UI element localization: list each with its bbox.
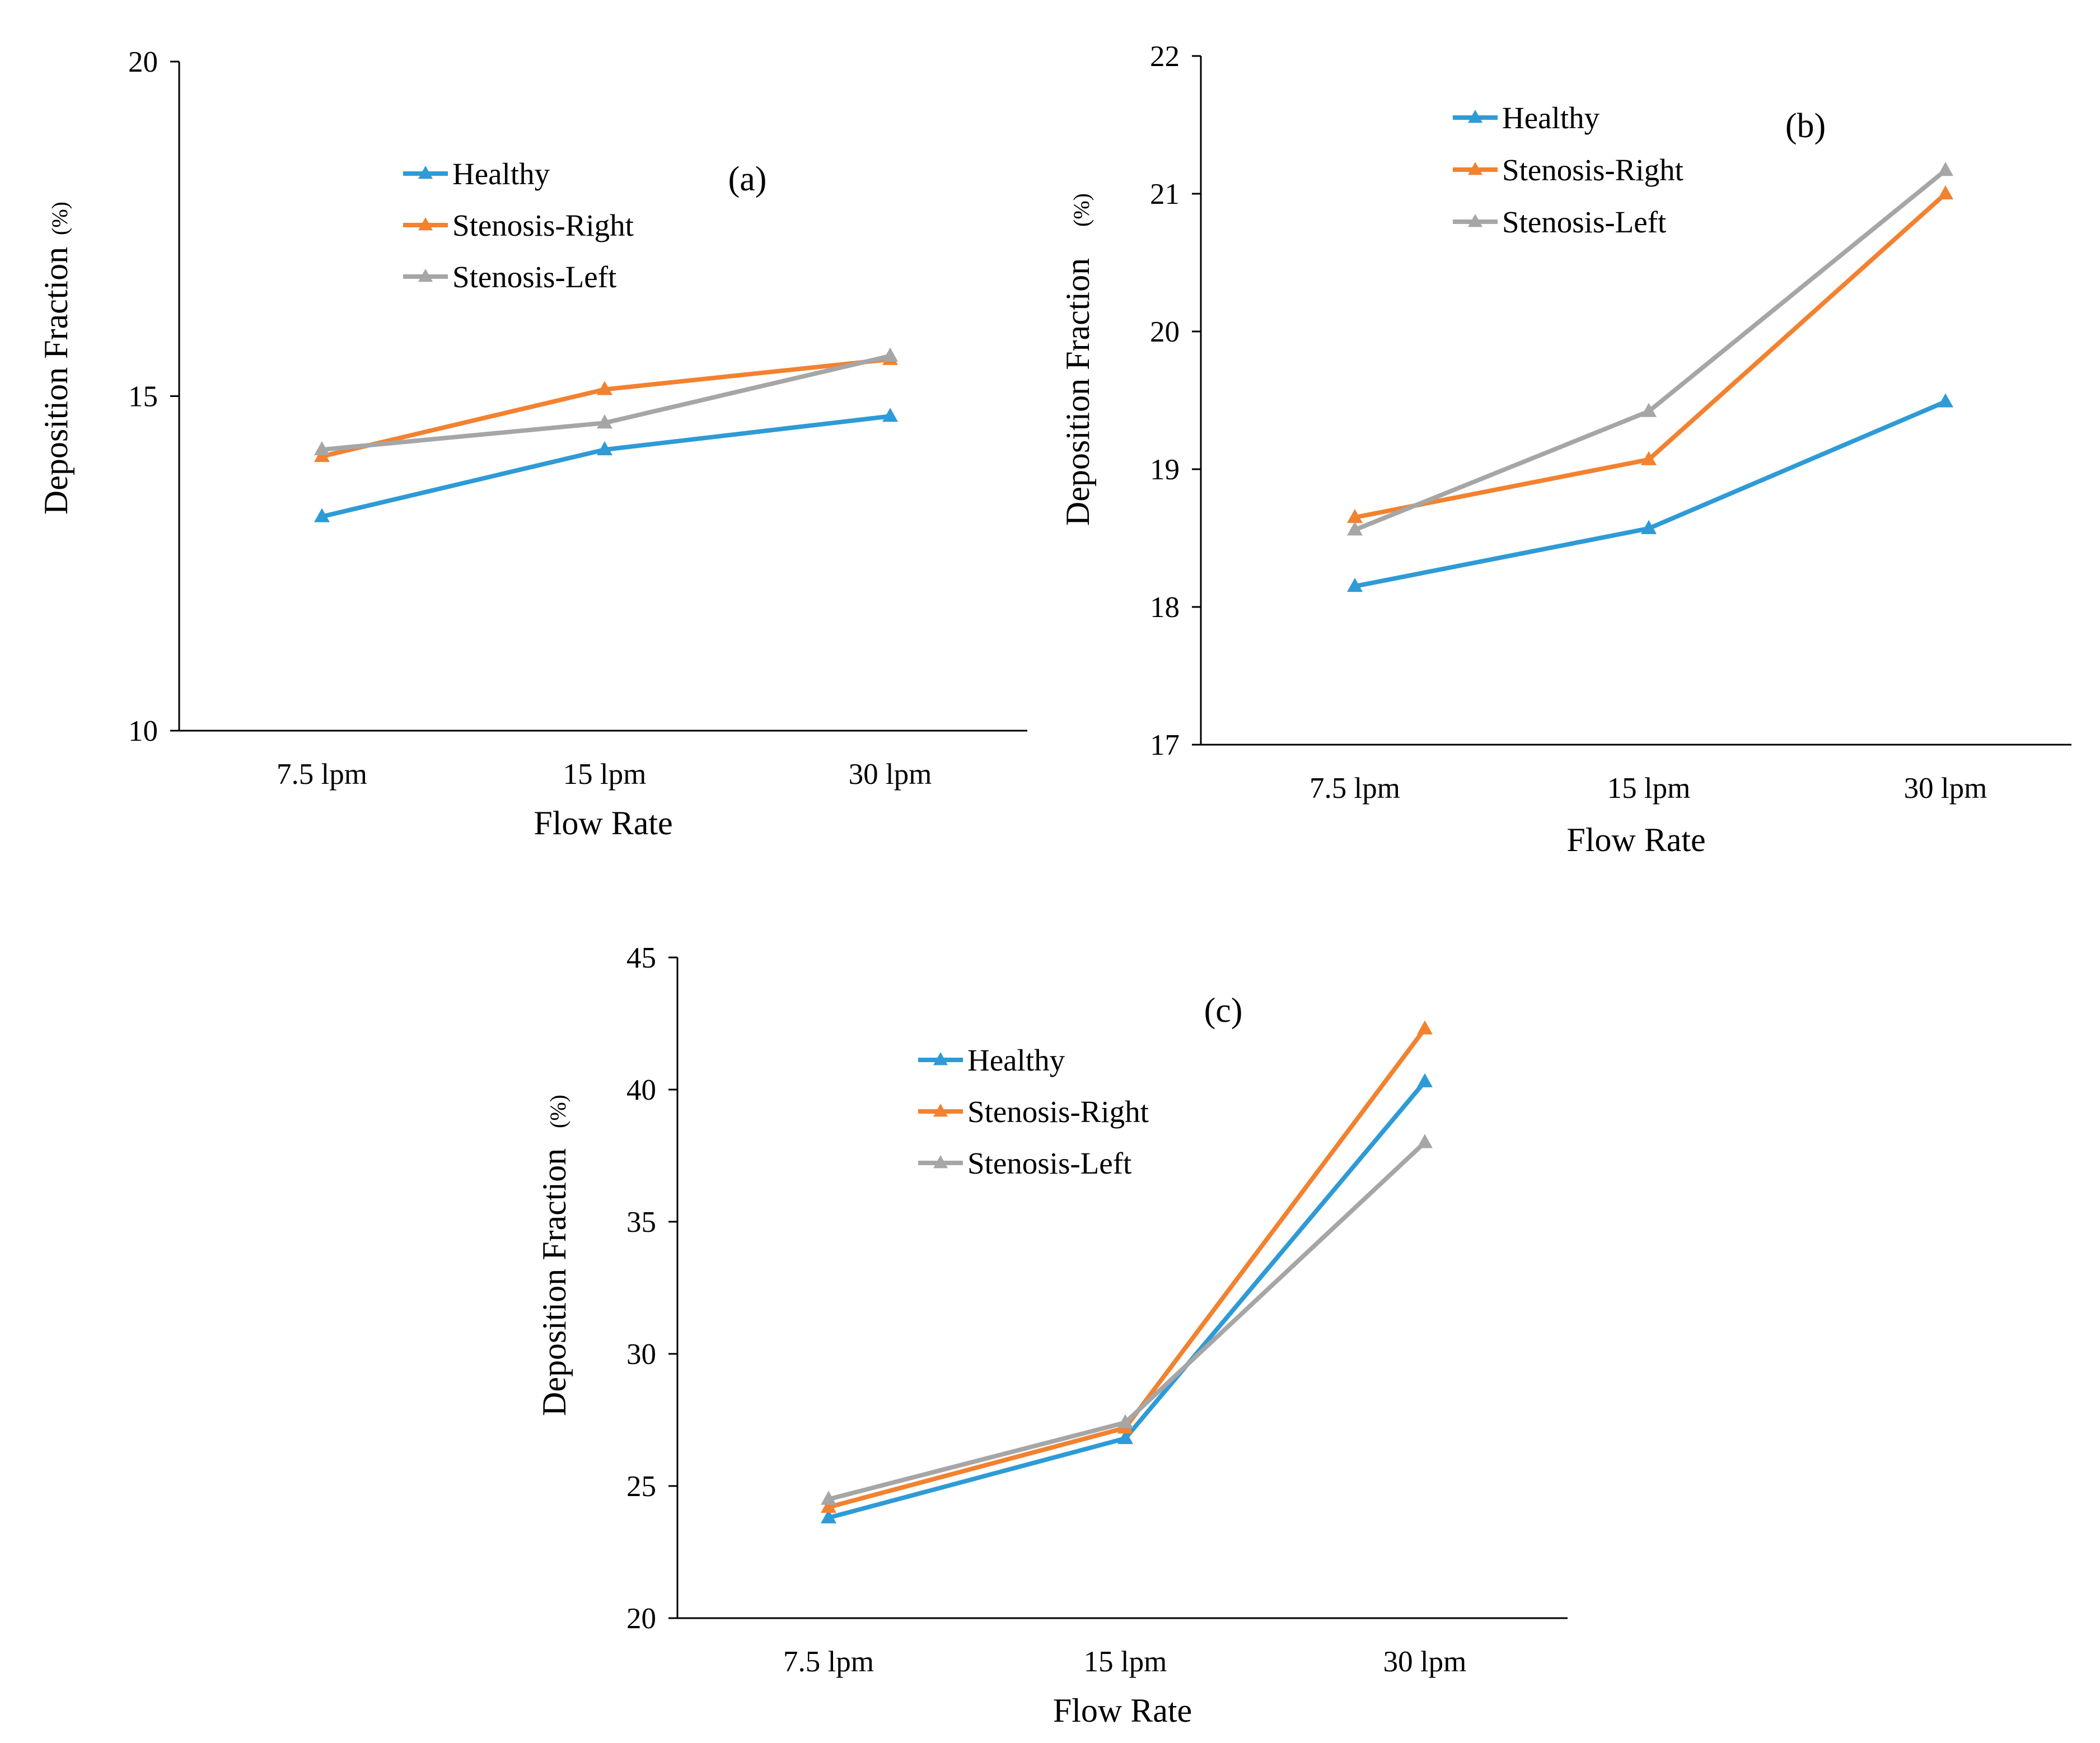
legend-swatch-marker [1468,161,1482,175]
data-point-marker [882,408,898,422]
legend-swatch-marker [1468,213,1482,227]
legend-label: Healthy [452,157,550,191]
legend-swatch-marker [933,1103,948,1117]
legend-swatch-marker [1468,109,1482,123]
chart-panel-a: 10 15 20 7.5 lpm 15 lpm 30 lpm Flow Rate Deposi… [38,46,1027,842]
y-tick-label: 22 [1150,40,1180,73]
legend-label: Stenosis-Right [452,208,634,242]
series-stenosis-left [821,1134,1433,1505]
y-axis-unit: (%) [545,1095,570,1128]
panel-label: (a) [728,160,767,198]
panel-label: (b) [1785,107,1826,145]
legend-swatch-marker [933,1155,948,1169]
data-point-marker [1117,1414,1133,1428]
y-tick-label: 20 [128,46,158,78]
legend-label: Stenosis-Left [452,260,616,294]
legend-label: Stenosis-Right [1502,153,1683,187]
x-axis-title: Flow Rate [1566,821,1705,858]
x-tick-label: 15 lpm [1607,772,1691,805]
x-tick-label: 30 lpm [1383,1646,1467,1678]
y-axis-unit: (%) [1069,193,1094,227]
x-tick-label: 30 lpm [849,758,932,791]
data-point-marker [1417,1134,1433,1148]
y-tick-label: 45 [626,942,656,974]
y-tick-label: 25 [626,1470,656,1503]
y-tick-label: 35 [626,1206,656,1239]
legend-swatch-marker [933,1052,948,1066]
legend-label: Healthy [967,1043,1065,1077]
y-tick-label: 21 [1150,178,1180,211]
x-axis-title: Flow Rate [534,805,672,842]
y-axis-title: Deposition Fraction [536,1148,573,1416]
y-tick-label: 20 [1150,316,1180,348]
x-tick-label: 7.5 lpm [783,1646,874,1678]
data-point-marker [1641,451,1657,465]
y-tick-label: 19 [1150,454,1180,486]
data-point-marker [1641,403,1657,417]
x-tick-label: 15 lpm [563,758,647,791]
y-tick-label: 10 [128,715,158,747]
data-point-marker [1641,520,1657,534]
series-stenosis-left [314,347,898,456]
y-axis-title: Deposition Fraction [38,247,74,515]
data-point-marker [597,441,612,456]
series-healthy [821,1073,1433,1524]
chart-panel-c: 20 25 30 35 40 45 7.5 lpm 15 lpm 30 lpm Flow Rate… [536,942,1568,1729]
data-point-marker [597,381,612,395]
x-tick-label: 7.5 lpm [277,758,367,791]
data-point-marker [1417,1020,1433,1035]
x-tick-label: 7.5 lpm [1309,772,1400,805]
legend-label: Stenosis-Left [1502,205,1666,239]
data-point-marker [1347,508,1363,524]
data-point-marker [821,1490,836,1505]
legend-swatch-marker [418,268,433,282]
y-axis-unit: (%) [47,202,72,235]
data-point-marker [821,1509,836,1524]
legend-swatch-marker [418,217,433,231]
y-axis-title: Deposition Fraction [1059,258,1096,526]
data-point-marker [1938,393,1953,408]
data-point-marker [314,441,330,456]
series-stenosis-right [1347,185,1953,524]
x-tick-label: 30 lpm [1904,772,1987,805]
legend-label: Stenosis-Left [967,1146,1131,1180]
y-tick-label: 18 [1150,591,1180,624]
panel-label: (c) [1204,992,1243,1030]
data-point-marker [1938,162,1953,176]
data-point-marker [1347,521,1363,536]
y-tick-label: 15 [128,381,158,413]
chart-panel-b: 17 18 19 20 21 22 7.5 lpm 15 lpm 30 lpm Flow Rate… [1059,40,2071,858]
x-tick-label: 15 lpm [1084,1646,1167,1678]
y-tick-label: 17 [1150,729,1180,761]
data-point-marker [1347,577,1363,592]
y-tick-label: 30 [626,1338,656,1371]
series-line [321,414,891,519]
series-healthy [1347,393,1953,592]
y-tick-label: 40 [626,1074,656,1106]
series-healthy [314,408,898,522]
series-line [827,1141,1426,1502]
series-stenosis-left [1347,162,1953,536]
legend-label: Healthy [1502,101,1600,135]
legend-swatch-marker [418,165,433,179]
x-axis-title: Flow Rate [1053,1692,1192,1729]
data-point-marker [597,414,612,429]
data-point-marker [1417,1073,1433,1087]
data-point-marker [314,508,330,522]
data-point-marker [1117,1429,1133,1445]
y-tick-label: 20 [626,1602,656,1635]
legend-label: Stenosis-Right [967,1095,1149,1129]
data-point-marker [882,347,898,362]
data-point-marker [821,1498,836,1513]
data-point-marker [1938,185,1953,200]
